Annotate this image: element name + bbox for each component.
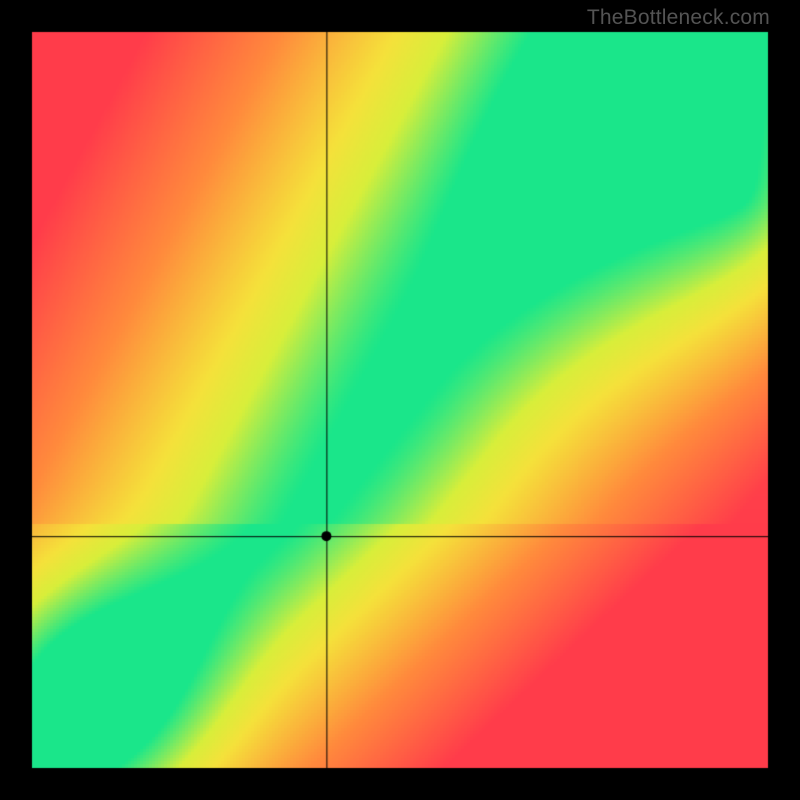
bottleneck-heatmap [0,0,800,800]
watermark-text: TheBottleneck.com [587,6,770,30]
chart-container: TheBottleneck.com [0,0,800,800]
